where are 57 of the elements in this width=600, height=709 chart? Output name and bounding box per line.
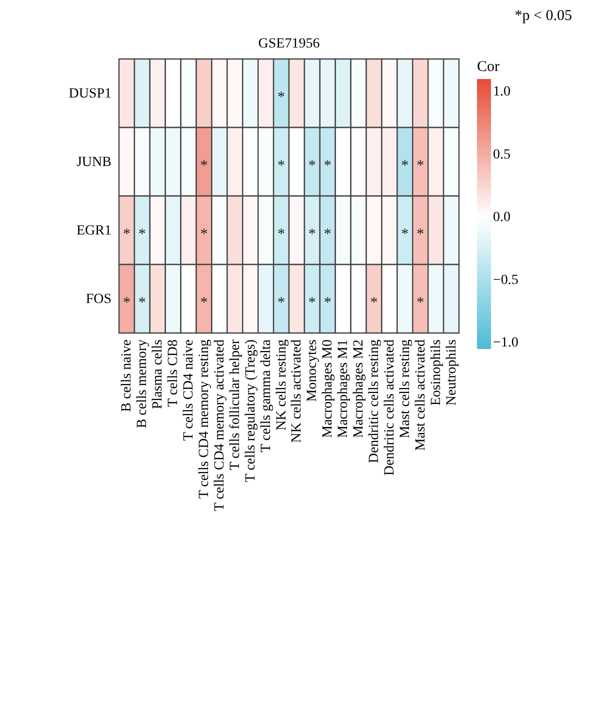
- data-label: *: [122, 226, 130, 242]
- chart-title: GSE71956: [258, 36, 320, 52]
- color-bar-label: 1.0: [493, 84, 510, 100]
- x-tick-label: T cells regulatory (Tregs): [243, 339, 258, 482]
- x-tick-label: Neutrophils: [444, 340, 460, 406]
- color-bar-label: −1.0: [493, 336, 518, 351]
- color-bar-label: 0.5: [493, 147, 510, 162]
- data-label: *: [308, 294, 316, 311]
- data-label: *: [278, 158, 286, 174]
- x-tick-label: T cells CD4 memory activated: [212, 340, 228, 512]
- data-label: *: [278, 226, 286, 242]
- data-label: *: [138, 294, 146, 311]
- data-label: *: [370, 294, 378, 311]
- x-tick-label: Eosinophils: [428, 340, 444, 406]
- data-label: *: [308, 158, 316, 174]
- x-tick-label: Plasma cells: [150, 340, 166, 410]
- y-tick-label: JUNB: [76, 154, 112, 170]
- data-label: *: [278, 89, 286, 106]
- x-tick-label: Monocytes: [305, 340, 320, 402]
- y-tick-label: FOS: [86, 292, 112, 307]
- data-label: *: [122, 294, 130, 311]
- x-tick-label: Dendritic cells activated: [382, 340, 398, 476]
- x-tick-label: Mast cells activated: [413, 340, 428, 451]
- color-bar-label: −0.5: [493, 272, 518, 288]
- x-tick-label: NK cells resting: [274, 340, 290, 430]
- x-tick-label: T cells CD4 memory resting: [197, 340, 212, 499]
- x-tick-label: Macrophages M2: [352, 340, 367, 438]
- x-tick-label: T cells follicular helper: [228, 339, 243, 470]
- data-label: *: [200, 158, 208, 174]
- data-label: *: [324, 226, 332, 242]
- text: *p < 0.05: [514, 8, 572, 25]
- data-label: *: [200, 294, 208, 311]
- x-tick-label: B cells memory: [135, 340, 150, 428]
- x-tick-label: T cells CD8: [166, 340, 182, 407]
- data-label: *: [324, 158, 332, 174]
- data-label: *: [278, 294, 286, 311]
- data-label: *: [308, 226, 316, 242]
- x-tick-label: T cells CD4 naive: [182, 340, 197, 441]
- x-tick-label: Macrophages M0: [320, 340, 336, 438]
- data-label: *: [416, 294, 424, 311]
- data-label: *: [401, 226, 409, 242]
- x-tick-label: Macrophages M1: [336, 340, 352, 438]
- y-tick-label: DUSP1: [68, 86, 112, 102]
- data-label: *: [200, 226, 208, 242]
- data-label: *: [138, 226, 146, 242]
- x-tick-label: Dendritic cells resting: [367, 340, 382, 464]
- x-tick-label: T cells gamma delta: [258, 338, 274, 452]
- color-bar-label: 0.0: [493, 210, 510, 226]
- x-tick-label: NK cells activated: [290, 340, 305, 443]
- x-tick-label: B cells naive: [120, 340, 135, 412]
- data-label: *: [401, 158, 409, 174]
- x-tick-label: Mast cells resting: [398, 340, 413, 438]
- color-bar-title: Cor: [477, 59, 500, 75]
- y-tick-label: EGR1: [76, 223, 112, 238]
- data-label: *: [416, 226, 424, 242]
- data-label: *: [416, 158, 424, 174]
- data-label: *: [324, 294, 332, 311]
